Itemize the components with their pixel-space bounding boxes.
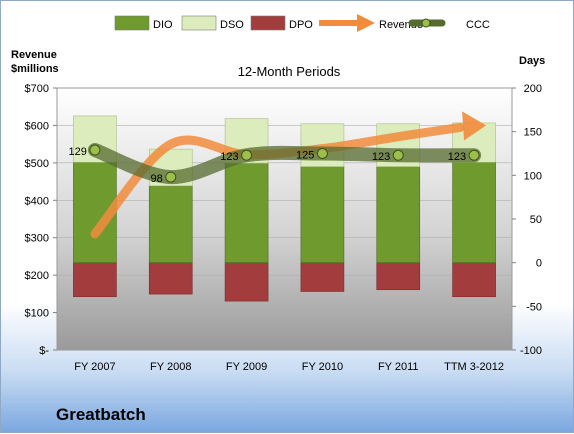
x-tick-label: FY 2007 — [74, 361, 115, 373]
right-tick-label: 0 — [536, 258, 542, 270]
legend-item-revenue: Revenue — [319, 14, 423, 32]
ccc-data-label: 123 — [372, 151, 390, 163]
x-tick-label: FY 2010 — [302, 361, 343, 373]
company-name: Greatbatch — [56, 405, 146, 424]
right-tick-label: 150 — [524, 127, 542, 139]
ccc-point-fy-2009 — [241, 149, 253, 161]
left-tick-label: $200 — [25, 270, 49, 282]
right-tick-label: -50 — [526, 301, 542, 313]
left-tick-label: $300 — [25, 233, 49, 245]
ccc-data-label: 123 — [220, 151, 238, 163]
bar-dio-ttm-3-2012 — [452, 161, 496, 263]
chart-title: 12-Month Periods — [238, 64, 341, 79]
legend-label-dpo: DPO — [289, 19, 313, 31]
legend-item-ccc: CCC — [408, 18, 490, 31]
ccc-point-fy-2007 — [89, 144, 101, 156]
bar-dio-fy-2010 — [300, 166, 345, 263]
revenue-arrowhead — [462, 111, 487, 141]
legend-item-dio: DIO — [114, 15, 173, 31]
bar-dio-fy-2011 — [376, 166, 421, 263]
x-tick-label: TTM 3-2012 — [444, 361, 504, 373]
left-tick-label: $400 — [25, 195, 49, 207]
ccc-point-fy-2011 — [392, 149, 404, 161]
legend-swatch-dpo — [250, 15, 286, 31]
bar-dpo-fy-2010 — [300, 262, 345, 292]
legend-item-dso: DSO — [181, 15, 244, 31]
ccc-point-ttm-3-2012 — [468, 149, 480, 161]
bar-dpo-fy-2009 — [224, 262, 269, 302]
legend-ccc-marker — [421, 18, 431, 28]
left-tick-label: $- — [39, 345, 49, 357]
x-tick-label: FY 2008 — [150, 361, 191, 373]
right-tick-label: 200 — [524, 83, 542, 95]
right-tick-label: -100 — [520, 345, 542, 357]
legend-swatch-dso — [181, 15, 217, 31]
right-tick-label: 50 — [530, 214, 542, 226]
bar-dpo-fy-2011 — [376, 262, 421, 291]
left-axis-label-line1: Revenue — [11, 49, 57, 61]
left-tick-label: $100 — [25, 308, 49, 320]
ccc-point-fy-2008 — [165, 171, 177, 183]
right-tick-label: 100 — [524, 170, 542, 182]
x-tick-label: FY 2011 — [378, 361, 419, 373]
left-axis-label-line2: $millions — [11, 63, 59, 75]
legend-item-dpo: DPO — [250, 15, 313, 31]
bar-dpo-fy-2007 — [73, 262, 117, 298]
legend-arrowhead — [357, 14, 375, 32]
x-tick-label: FY 2009 — [226, 361, 267, 373]
legend-label-dio: DIO — [153, 19, 173, 31]
left-tick-label: $700 — [25, 83, 49, 95]
bar-dio-fy-2008 — [148, 185, 193, 263]
ccc-data-label: 129 — [69, 146, 87, 158]
ccc-data-label: 123 — [448, 151, 466, 163]
ccc-data-label: 125 — [296, 150, 314, 162]
bar-dpo-ttm-3-2012 — [452, 262, 496, 298]
right-axis-label: Days — [519, 55, 545, 67]
ccc-point-fy-2010 — [316, 148, 328, 159]
legend-label-dso: DSO — [220, 19, 244, 31]
left-tick-label: $600 — [25, 120, 49, 132]
ccc-data-label: 98 — [151, 173, 163, 185]
bar-dpo-fy-2008 — [148, 262, 193, 295]
bar-dio-fy-2009 — [224, 162, 269, 263]
left-tick-label: $500 — [25, 158, 49, 170]
legend-label-ccc: CCC — [466, 19, 490, 31]
legend-swatch-dio — [114, 15, 150, 31]
